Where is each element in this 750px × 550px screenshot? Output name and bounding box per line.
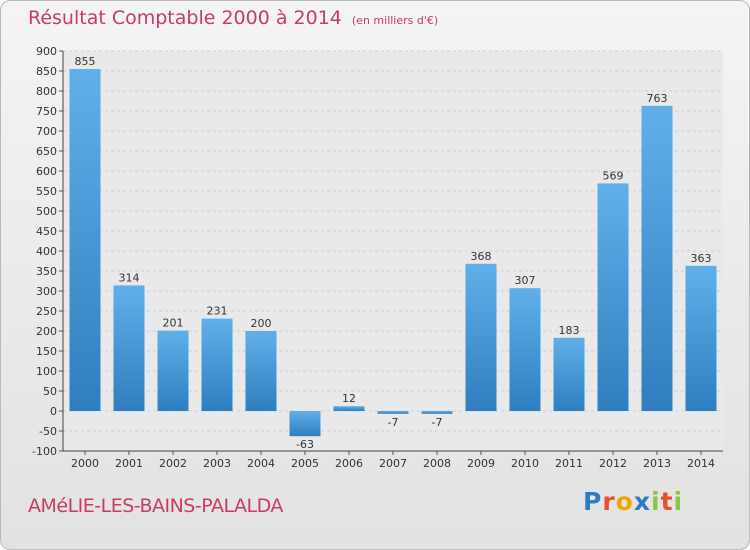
- bar-2012: [597, 183, 629, 411]
- bar-2002: [157, 330, 189, 411]
- y-tick-label: -50: [39, 425, 57, 438]
- y-tick-label: 200: [36, 325, 57, 338]
- y-tick-label: 700: [36, 125, 57, 138]
- data-label: 368: [471, 250, 492, 263]
- x-tick-label: 2011: [555, 457, 583, 470]
- y-tick-label: 750: [36, 105, 57, 118]
- y-tick-label: 600: [36, 165, 57, 178]
- y-tick-label: 450: [36, 225, 57, 238]
- data-label: 201: [163, 317, 184, 330]
- bar-2003: [201, 318, 233, 411]
- data-label: 763: [647, 92, 668, 105]
- chart-subtitle: (en milliers d'€): [351, 14, 439, 27]
- bar-2000: [69, 69, 101, 411]
- x-tick-label: 2014: [687, 457, 715, 470]
- x-tick-label: 2004: [247, 457, 275, 470]
- y-tick-label: 400: [36, 245, 57, 258]
- bar-2004: [245, 331, 277, 411]
- data-label: 363: [691, 252, 712, 265]
- x-tick-label: 2006: [335, 457, 363, 470]
- x-tick-label: 2005: [291, 457, 319, 470]
- data-label: -7: [388, 416, 399, 429]
- data-label: 314: [119, 271, 140, 284]
- y-tick-label: 850: [36, 65, 57, 78]
- x-tick-label: 2000: [71, 457, 99, 470]
- y-tick-label: 100: [36, 365, 57, 378]
- x-tick-label: 2001: [115, 457, 143, 470]
- y-tick-label: 0: [50, 405, 57, 418]
- y-tick-label: 550: [36, 185, 57, 198]
- chart-title-text: Résultat Comptable 2000 à 2014: [28, 7, 342, 29]
- data-label: 183: [559, 324, 580, 337]
- y-tick-label: -100: [32, 445, 57, 458]
- bar-2001: [113, 285, 145, 411]
- bar-2014: [685, 265, 717, 411]
- y-tick-label: 350: [36, 265, 57, 278]
- x-tick-label: 2012: [599, 457, 627, 470]
- y-tick-label: 650: [36, 145, 57, 158]
- data-label: 200: [251, 317, 272, 330]
- bar-2010: [509, 288, 541, 411]
- y-tick-label: 800: [36, 85, 57, 98]
- logo-letter: i: [673, 487, 684, 516]
- logo-letter: r: [602, 487, 616, 516]
- logo-letter: t: [660, 487, 674, 516]
- y-tick-label: 900: [36, 45, 57, 58]
- bar-2008: [421, 411, 453, 414]
- data-label: 231: [207, 305, 228, 318]
- data-label: -7: [432, 416, 443, 429]
- data-label: 12: [342, 392, 356, 405]
- logo-letter: o: [615, 487, 634, 516]
- data-label: -63: [296, 438, 314, 451]
- proxiti-logo: Proxiti: [583, 487, 683, 516]
- x-tick-label: 2002: [159, 457, 187, 470]
- x-tick-label: 2007: [379, 457, 407, 470]
- logo-letter: P: [583, 487, 603, 516]
- y-tick-label: 300: [36, 285, 57, 298]
- y-tick-label: 250: [36, 305, 57, 318]
- bar-2009: [465, 263, 497, 411]
- x-tick-label: 2010: [511, 457, 539, 470]
- y-tick-label: 150: [36, 345, 57, 358]
- x-tick-label: 2008: [423, 457, 451, 470]
- y-tick-label: 500: [36, 205, 57, 218]
- bar-2013: [641, 105, 673, 412]
- data-label: 569: [603, 169, 624, 182]
- bar-2005: [289, 411, 321, 437]
- x-tick-label: 2013: [643, 457, 671, 470]
- chart-title: Résultat Comptable 2000 à 2014 (en millie…: [28, 7, 438, 29]
- bar-2007: [377, 411, 409, 414]
- commune-name: AMéLIE-LES-BAINS-PALALDA: [28, 495, 283, 517]
- y-tick-label: 50: [43, 385, 57, 398]
- x-tick-label: 2009: [467, 457, 495, 470]
- bar-2006: [333, 406, 365, 411]
- bar-2011: [553, 337, 585, 411]
- x-tick-label: 2003: [203, 457, 231, 470]
- logo-letter: i: [651, 487, 661, 516]
- data-label: 307: [515, 274, 536, 287]
- logo-letter: x: [633, 487, 651, 516]
- data-label: 855: [75, 55, 96, 68]
